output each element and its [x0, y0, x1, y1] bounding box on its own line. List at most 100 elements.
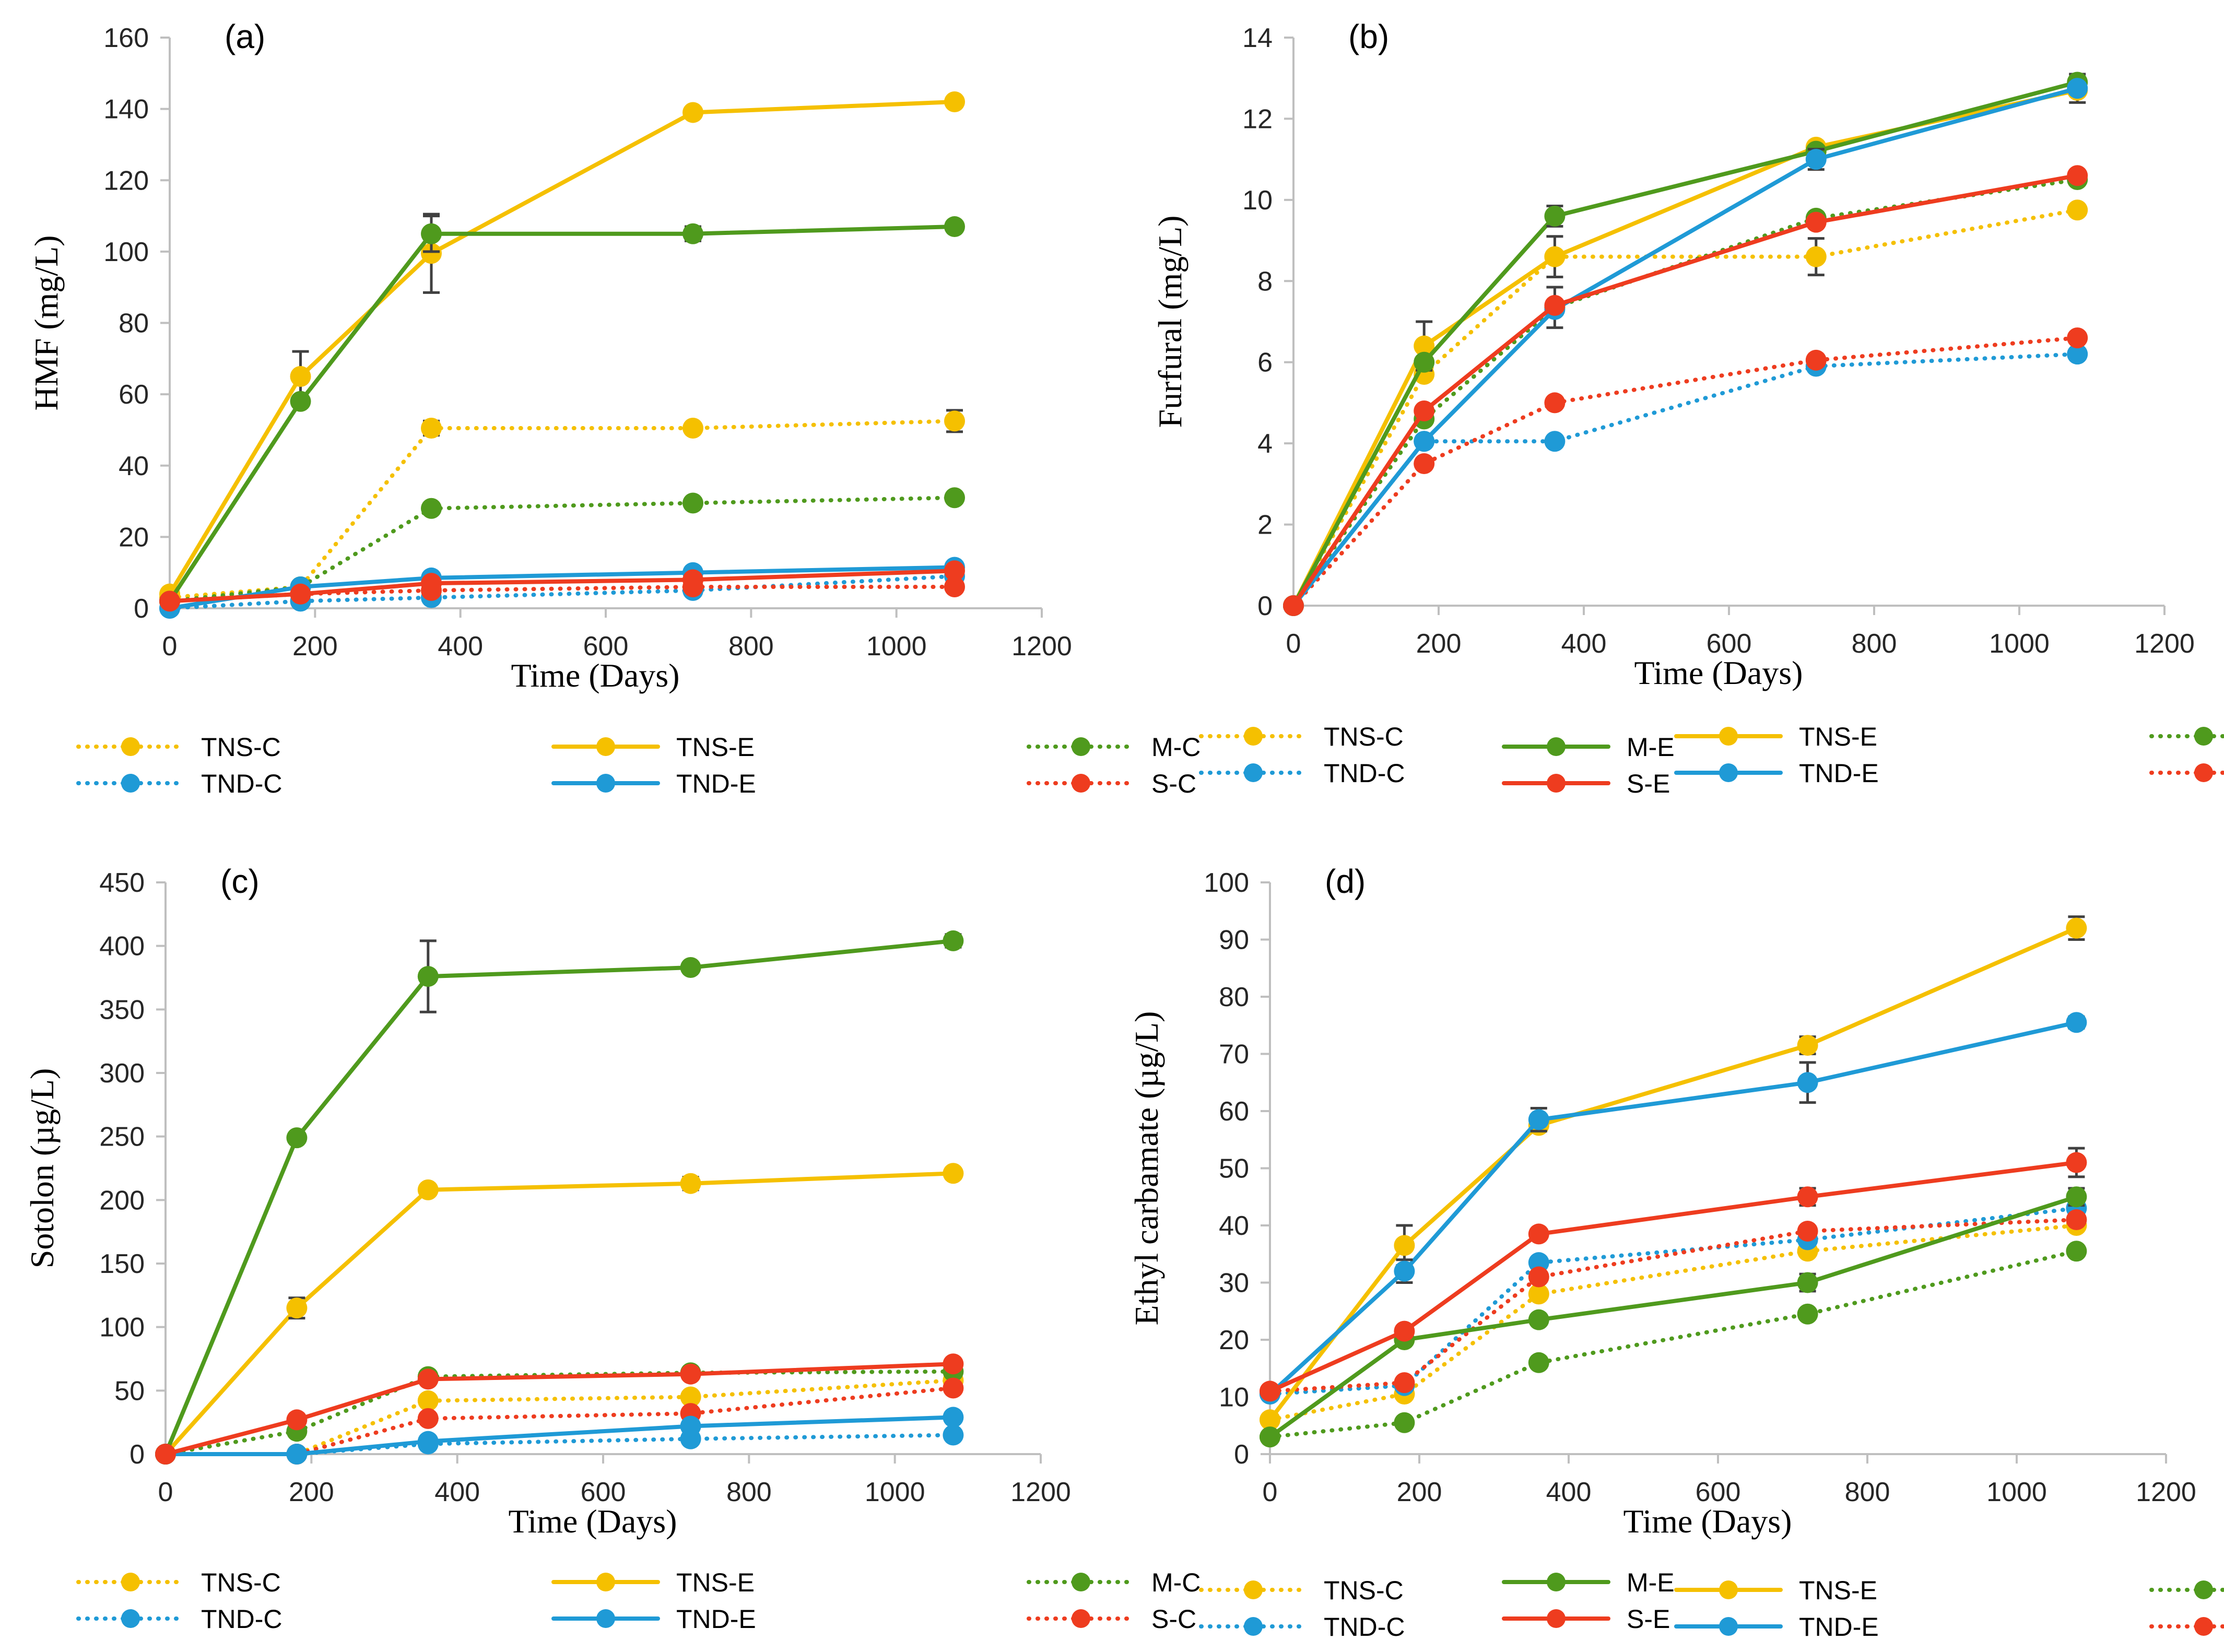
y-tick-label: 20: [1219, 1325, 1249, 1355]
series-TND-C: [155, 1424, 964, 1465]
x-tick-label: 1200: [1010, 1477, 1071, 1507]
data-point: [2067, 165, 2088, 186]
data-point: [1528, 1352, 1549, 1373]
legend-swatch-marker: [121, 1609, 140, 1628]
series-line-TNS-C: [1291, 208, 2080, 608]
series-line-M-C: [163, 1369, 956, 1456]
chart-panel-2: 0 200 400 600 800 1000 1200 0 2 4 6 8 10 12 14 Time (Da…: [1151, 18, 2224, 788]
data-point: [944, 560, 965, 582]
data-point: [1797, 1186, 1818, 1208]
series-line-M-C: [1268, 1249, 2079, 1439]
legend-swatch-marker: [596, 774, 615, 793]
data-point: [421, 498, 442, 519]
series-line-TND-C: [168, 574, 957, 610]
data-point: [1544, 294, 1566, 316]
y-tick-label: 10: [1242, 185, 1273, 216]
y-tick-label: 6: [1257, 348, 1273, 378]
legend-swatch-marker: [1244, 1617, 1263, 1636]
legend-label: M-C: [1151, 1568, 1201, 1597]
legend-label: TNS-C: [201, 733, 281, 762]
legend-swatch-marker: [2194, 727, 2213, 746]
data-point: [421, 223, 442, 244]
data-point: [2066, 1209, 2087, 1231]
legend-swatch-marker: [1072, 774, 1090, 793]
series-line-S-C: [1291, 336, 2080, 608]
y-tick-label: 0: [1257, 591, 1273, 621]
legend-item-TND-C: TND-C: [76, 769, 283, 798]
series-M-E: [1260, 1186, 2087, 1448]
data-point: [1394, 1412, 1415, 1433]
x-tick-label: 1000: [865, 1477, 925, 1507]
y-tick-label: 10: [1219, 1383, 1249, 1413]
y-tick-label: 8: [1257, 266, 1273, 297]
data-point: [1260, 1426, 1280, 1448]
legend-swatch-marker: [2194, 763, 2213, 782]
x-tick-label: 600: [581, 1477, 626, 1507]
data-point: [683, 418, 703, 439]
y-axis-title: HMF (mg/L): [28, 235, 65, 411]
legend-swatch-marker: [121, 737, 140, 756]
legend-label: TND-C: [1324, 759, 1405, 788]
chart-panel-1: 0 200 400 600 800 1000 12000204060801001201401…: [28, 18, 1675, 798]
y-tick-label: 30: [1219, 1268, 1249, 1299]
data-point: [421, 243, 442, 264]
legend-swatch-marker: [1547, 1573, 1566, 1591]
x-tick-label: 800: [1852, 629, 1897, 659]
legend-label: TNS-E: [676, 733, 755, 762]
legend-item-M-E: M-E: [1502, 733, 1675, 762]
legend-swatch-marker: [121, 1573, 140, 1591]
series-line-TNS-E: [168, 99, 957, 596]
y-tick-label: 50: [1219, 1154, 1249, 1184]
data-point: [1394, 1320, 1415, 1342]
series-line-M-E: [1291, 80, 2080, 608]
y-tick-label: 12: [1242, 104, 1273, 134]
data-point: [1260, 1380, 1280, 1402]
series-line-S-E: [1268, 1160, 2079, 1394]
panel-label: (d): [1325, 863, 1366, 900]
series-M-E: [1283, 72, 2088, 616]
data-point: [155, 1444, 176, 1465]
x-tick-label: 800: [1845, 1477, 1890, 1507]
series-TNS-C: [159, 409, 965, 608]
series-line-M-C: [1291, 178, 2080, 608]
legend: TNS-C TNS-E M-C M-E TND-C TND-E S-C S-E: [76, 1568, 1675, 1634]
legend-label: S-E: [1627, 769, 1670, 798]
x-axis-title: Time (Days): [1623, 1503, 1792, 1540]
y-tick-label: 40: [1219, 1211, 1249, 1241]
x-tick-label: 800: [726, 1477, 772, 1507]
legend-label: TND-C: [201, 769, 283, 798]
x-tick-label: 0: [1286, 629, 1301, 659]
data-point: [683, 492, 703, 514]
y-tick-label: 200: [99, 1185, 145, 1216]
series-TND-E: [1260, 1012, 2087, 1405]
x-tick-label: 0: [158, 1477, 173, 1507]
legend-swatch-marker: [1244, 1580, 1263, 1599]
legend-swatch-marker: [1244, 763, 1263, 782]
data-point: [683, 223, 703, 244]
series-S-E: [1260, 1147, 2087, 1402]
data-point: [1805, 211, 1827, 233]
data-point: [943, 930, 964, 951]
data-point: [2066, 1152, 2087, 1173]
series-line-M-E: [168, 225, 957, 604]
legend-label: TNS-E: [676, 1568, 755, 1597]
legend-swatch-marker: [1719, 1617, 1738, 1636]
data-point: [2066, 1186, 2087, 1208]
legend-label: S-E: [1627, 1604, 1670, 1634]
y-tick-label: 0: [1234, 1439, 1249, 1470]
chart-panel-4: 0 200 400 600 800 1000 1200 0 10 20 30 40 50 60 70 80 90…: [1128, 863, 2224, 1642]
data-point: [1394, 1235, 1415, 1256]
legend-item-S-C: S-C: [1027, 1604, 1196, 1634]
data-point: [1528, 1283, 1549, 1305]
legend-swatch-marker: [1547, 737, 1566, 756]
data-point: [421, 573, 442, 594]
x-tick-label: 1200: [2134, 629, 2195, 659]
legend-swatch-marker: [596, 1573, 615, 1591]
data-point: [680, 1415, 701, 1437]
legend-item-TND-C: TND-C: [1199, 1612, 1405, 1642]
y-tick-label: 50: [114, 1376, 145, 1406]
x-tick-label: 0: [1263, 1477, 1278, 1507]
data-point: [680, 1173, 701, 1194]
data-point: [1544, 392, 1566, 414]
series-S-E: [159, 560, 965, 612]
